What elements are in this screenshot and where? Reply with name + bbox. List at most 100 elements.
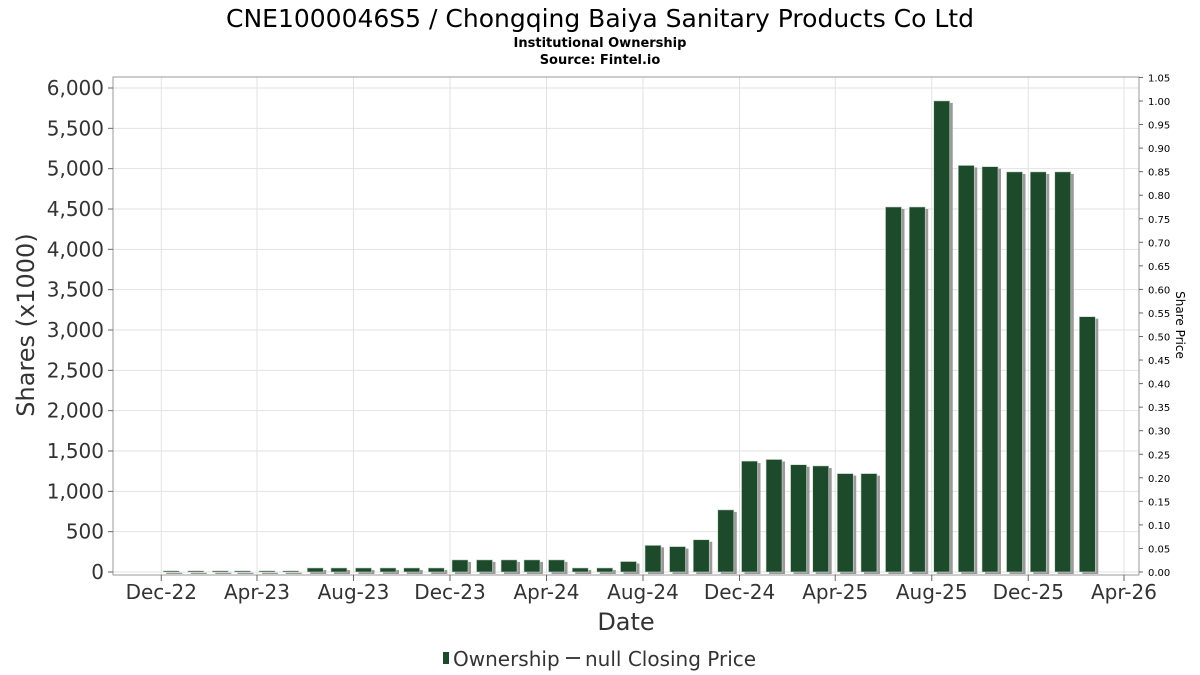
- legend-swatch-ownership: [443, 652, 449, 664]
- y-tick-label: 3,000: [47, 318, 104, 342]
- y-tick-label: 500: [66, 520, 104, 544]
- y2-tick-label: 0.60: [1148, 285, 1170, 296]
- bar-ownership: [427, 567, 445, 573]
- bar-ownership: [355, 567, 372, 573]
- y2-tick-label: 0.35: [1148, 403, 1170, 414]
- y2-tick-label: 0.15: [1148, 497, 1170, 508]
- bar-ownership: [451, 559, 469, 573]
- bar-ownership: [282, 570, 300, 573]
- bar-ownership: [692, 539, 710, 573]
- bar-ownership: [957, 165, 975, 573]
- y2-tick-label: 0.50: [1148, 333, 1170, 344]
- bar-ownership: [1029, 171, 1047, 573]
- y-tick-label: 1,500: [47, 439, 104, 463]
- y2-tick-label: 0.05: [1148, 544, 1170, 555]
- y2-tick-label: 0.70: [1148, 238, 1170, 249]
- bar-ownership: [812, 465, 830, 573]
- axes: 0 500 1,000 1,500 2,000 2,500 3,000 3,500 4,000 4…: [47, 73, 1171, 604]
- plot-frame: [112, 76, 1140, 576]
- bar-ownership: [211, 570, 229, 573]
- bar-ownership: [476, 559, 493, 573]
- x-tick-label: Aug-24: [607, 580, 679, 604]
- bar-ownership: [644, 545, 662, 573]
- bar-ownership: [741, 460, 758, 573]
- x-tick-label: Apr-26: [1091, 580, 1157, 604]
- x-tick-label: Dec-22: [126, 580, 197, 604]
- y2-tick-label: 0.55: [1148, 309, 1170, 320]
- y2-tick-label: 0.40: [1148, 380, 1170, 391]
- bar-ownership: [860, 473, 878, 573]
- y2-tick-label: 0.85: [1148, 168, 1170, 179]
- bar-ownership: [548, 559, 565, 573]
- bar-ownership: [908, 206, 926, 573]
- y-tick-label: 4,000: [47, 237, 104, 261]
- y-axis-title: Shares (x1000): [12, 233, 40, 416]
- bar-ownership: [187, 570, 205, 573]
- y2-tick-label: 0.25: [1148, 450, 1170, 461]
- bar-ownership: [669, 546, 686, 573]
- legend-label-price: null Closing Price: [585, 647, 756, 671]
- bar-ownership: [379, 567, 397, 573]
- x-tick-label: Apr-23: [224, 580, 290, 604]
- y-tick-label: 2,000: [47, 399, 104, 423]
- x-tick-label: Apr-25: [802, 580, 868, 604]
- y2-tick-label: 1.05: [1148, 73, 1170, 84]
- x-axis-title: Date: [597, 608, 654, 636]
- x-tick-label: Aug-23: [318, 580, 390, 604]
- x-tick-label: Apr-24: [513, 580, 579, 604]
- bar-series-ownership: [162, 100, 1099, 575]
- legend-label-ownership: Ownership: [453, 647, 560, 671]
- bar-ownership: [571, 567, 589, 573]
- bar-ownership: [596, 567, 614, 573]
- bar-ownership: [1054, 171, 1072, 573]
- y2-axis-title: Share Price: [1173, 291, 1187, 359]
- bar-ownership: [162, 570, 180, 573]
- bar-ownership: [620, 561, 637, 573]
- bar-ownership: [885, 206, 902, 573]
- y-tick-label: 5,000: [47, 157, 104, 181]
- legend: Ownership null Closing Price: [443, 647, 756, 671]
- bar-ownership: [500, 559, 518, 573]
- y2-tick-label: 0.20: [1148, 474, 1170, 485]
- y2-tick-label: 0.75: [1148, 215, 1170, 226]
- y2-tick-label: 0.90: [1148, 144, 1170, 155]
- bar-ownership: [790, 464, 807, 573]
- y2-tick-label: 1.00: [1148, 97, 1170, 108]
- bar-ownership: [981, 166, 999, 573]
- bar-ownership: [717, 509, 735, 573]
- bar-shadow: [190, 572, 207, 574]
- y2-tick-label: 0.65: [1148, 262, 1170, 273]
- y-tick-label: 1,000: [47, 479, 104, 503]
- bar-ownership: [1078, 316, 1096, 573]
- y-tick-label: 5,500: [47, 116, 104, 140]
- y-tick-label: 2,500: [47, 358, 104, 382]
- y2-tick-label: 0.30: [1148, 427, 1170, 438]
- bar-ownership: [258, 570, 276, 573]
- grid-lines: [113, 77, 1139, 575]
- y2-tick-label: 0.00: [1148, 568, 1170, 579]
- y-tick-label: 3,500: [47, 278, 104, 302]
- y-tick-label: 4,500: [47, 197, 104, 221]
- bar-ownership: [330, 567, 348, 573]
- y2-tick-label: 0.45: [1148, 356, 1170, 367]
- bar-shadow: [261, 572, 278, 574]
- x-tick-label: Dec-25: [993, 580, 1064, 604]
- y-tick-label: 0: [91, 560, 104, 584]
- chart-source: Source: Fintel.io: [540, 53, 661, 68]
- y2-tick-label: 0.10: [1148, 521, 1170, 532]
- bar-ownership: [523, 559, 541, 573]
- bar-ownership: [306, 567, 324, 573]
- y-tick-label: 6,000: [47, 76, 104, 100]
- bar-shadow: [215, 572, 232, 574]
- chart-title: CNE1000046S5 / Chongqing Baiya Sanitary …: [226, 4, 974, 33]
- bar-ownership: [234, 570, 251, 573]
- bar-shadow: [237, 572, 254, 574]
- x-tick-label: Dec-23: [414, 580, 485, 604]
- x-tick-label: Aug-25: [896, 580, 968, 604]
- bar-ownership: [1006, 171, 1023, 573]
- bar-ownership: [836, 473, 854, 573]
- bar-ownership: [765, 459, 783, 573]
- bar-shadow: [285, 572, 302, 574]
- bar-ownership: [933, 100, 951, 573]
